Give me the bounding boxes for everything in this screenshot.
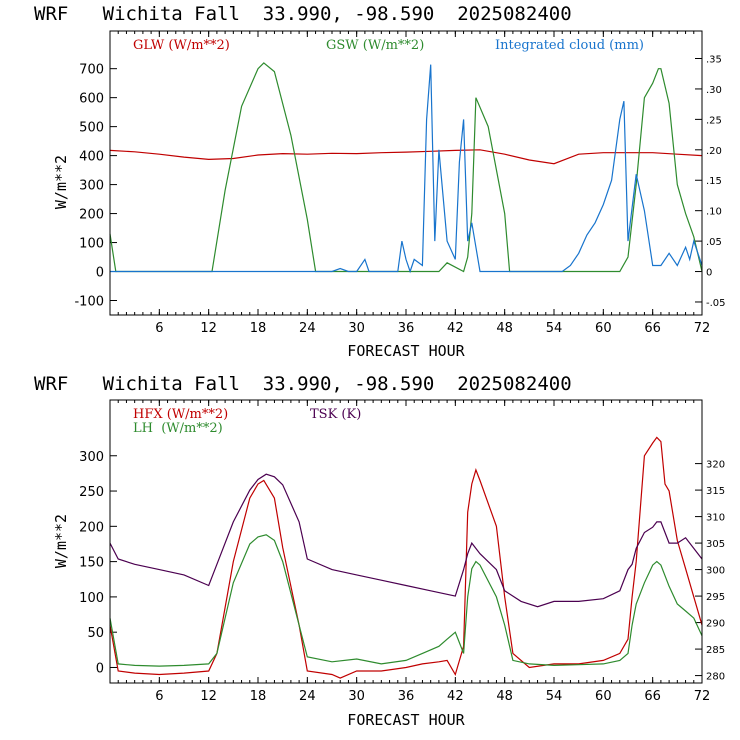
top-y2tick-label: .15 [706, 176, 722, 187]
bottom-xtick-label: 12 [200, 689, 217, 704]
top-xtick-label: 48 [496, 321, 513, 336]
top-y2tick-label: .20 [706, 146, 722, 157]
top-y2tick-label: .30 [706, 85, 722, 96]
top-legend-glw: GLW (W/m**2) [133, 38, 230, 53]
bottom-chart: WRF Wichita Fall 33.990, -98.590 2025082… [34, 373, 725, 729]
bottom-chart-ticks: 6 12 18 24 30 36 42 48 54 60 66 72 0 50 100 150 200 250 30… [79, 400, 725, 704]
top-series-line-2 [109, 62, 703, 273]
top-xtick-label: 36 [398, 321, 415, 336]
top-y2tick-label: .25 [706, 115, 722, 126]
top-xtick-label: 6 [155, 321, 163, 336]
top-y2tick-label: -.05 [706, 298, 726, 309]
bottom-y2tick-label: 290 [706, 619, 725, 630]
top-ytick-label: 300 [79, 179, 104, 194]
bottom-xtick-label: 24 [299, 689, 316, 704]
top-chart-xlabel: FORECAST HOUR [347, 342, 465, 360]
bottom-chart-lines [109, 436, 703, 679]
bottom-ytick-label: 250 [79, 485, 104, 500]
top-chart-title: WRF Wichita Fall 33.990, -98.590 2025082… [34, 3, 572, 25]
bottom-legend-lh: LH (W/m**2) [133, 421, 223, 436]
bottom-ytick-label: 100 [79, 591, 104, 606]
top-xtick-label: 66 [644, 321, 661, 336]
bottom-chart-title: WRF Wichita Fall 33.990, -98.590 2025082… [34, 373, 572, 395]
bottom-series-line-3 [109, 473, 703, 608]
bottom-xtick-label: 6 [155, 689, 163, 704]
top-chart-lines [109, 62, 703, 274]
top-y2tick-label: .05 [706, 237, 722, 248]
bottom-xtick-label: 66 [644, 689, 661, 704]
bottom-y2tick-label: 310 [706, 513, 725, 524]
top-chart-ticks: 6 12 18 24 30 36 42 48 54 60 66 72 -100 0 100 200 300 400… [74, 31, 726, 336]
top-ytick-label: 400 [79, 150, 104, 165]
top-xtick-label: 24 [299, 321, 316, 336]
bottom-xtick-label: 36 [398, 689, 415, 704]
top-xtick-label: 60 [595, 321, 612, 336]
top-ytick-label: 500 [79, 121, 104, 136]
top-xtick-label: 30 [348, 321, 365, 336]
bottom-xtick-label: 72 [694, 689, 711, 704]
top-ytick-label: 100 [79, 237, 104, 252]
bottom-series-line-1 [109, 436, 703, 679]
top-chart-frame [109, 30, 703, 316]
bottom-xtick-label: 54 [546, 689, 563, 704]
top-ytick-label: 0 [96, 266, 104, 281]
bottom-xtick-label: 60 [595, 689, 612, 704]
bottom-ytick-label: 300 [79, 450, 104, 465]
top-legend-cloud: Integrated cloud (mm) [495, 38, 644, 53]
top-ytick-label: 200 [79, 208, 104, 223]
bottom-ytick-label: 0 [96, 661, 104, 676]
top-y2tick-label: 0 [706, 268, 712, 279]
top-ytick-label: 700 [79, 63, 104, 78]
bottom-y2tick-label: 320 [706, 460, 725, 471]
bottom-series-line-2 [109, 534, 703, 667]
top-xtick-label: 12 [200, 321, 217, 336]
bottom-chart-frame [109, 399, 703, 684]
bottom-xtick-label: 18 [250, 689, 267, 704]
top-chart-ylabel: W/m**2 [52, 155, 70, 209]
top-y2tick-label: .10 [706, 207, 722, 218]
top-y2tick-label: .35 [706, 55, 722, 66]
bottom-xtick-label: 42 [447, 689, 464, 704]
bottom-y2tick-label: 280 [706, 672, 725, 683]
top-xtick-label: 18 [250, 321, 267, 336]
top-xtick-label: 54 [546, 321, 563, 336]
bottom-ytick-label: 200 [79, 520, 104, 535]
top-series-line-3 [110, 64, 703, 274]
top-ytick-label: 600 [79, 92, 104, 107]
top-xtick-label: 72 [694, 321, 711, 336]
bottom-legend-hfx: HFX (W/m**2) [133, 407, 228, 422]
bottom-xtick-label: 48 [496, 689, 513, 704]
bottom-chart-xlabel: FORECAST HOUR [347, 711, 465, 729]
bottom-y2tick-label: 315 [706, 486, 725, 497]
top-ytick-label: -100 [74, 295, 104, 310]
bottom-xtick-label: 30 [348, 689, 365, 704]
top-series-line-1 [109, 149, 703, 165]
bottom-ytick-label: 150 [79, 556, 104, 571]
bottom-chart-ylabel: W/m**2 [52, 514, 70, 568]
bottom-y2tick-label: 295 [706, 592, 725, 603]
bottom-y2tick-label: 285 [706, 645, 725, 656]
top-legend-gsw: GSW (W/m**2) [326, 38, 424, 53]
bottom-ytick-label: 50 [87, 626, 104, 641]
bottom-y2tick-label: 305 [706, 539, 725, 550]
bottom-legend-tsk: TSK (K) [310, 407, 361, 422]
top-xtick-label: 42 [447, 321, 464, 336]
top-chart: WRF Wichita Fall 33.990, -98.590 2025082… [34, 3, 726, 360]
bottom-y2tick-label: 300 [706, 566, 725, 577]
